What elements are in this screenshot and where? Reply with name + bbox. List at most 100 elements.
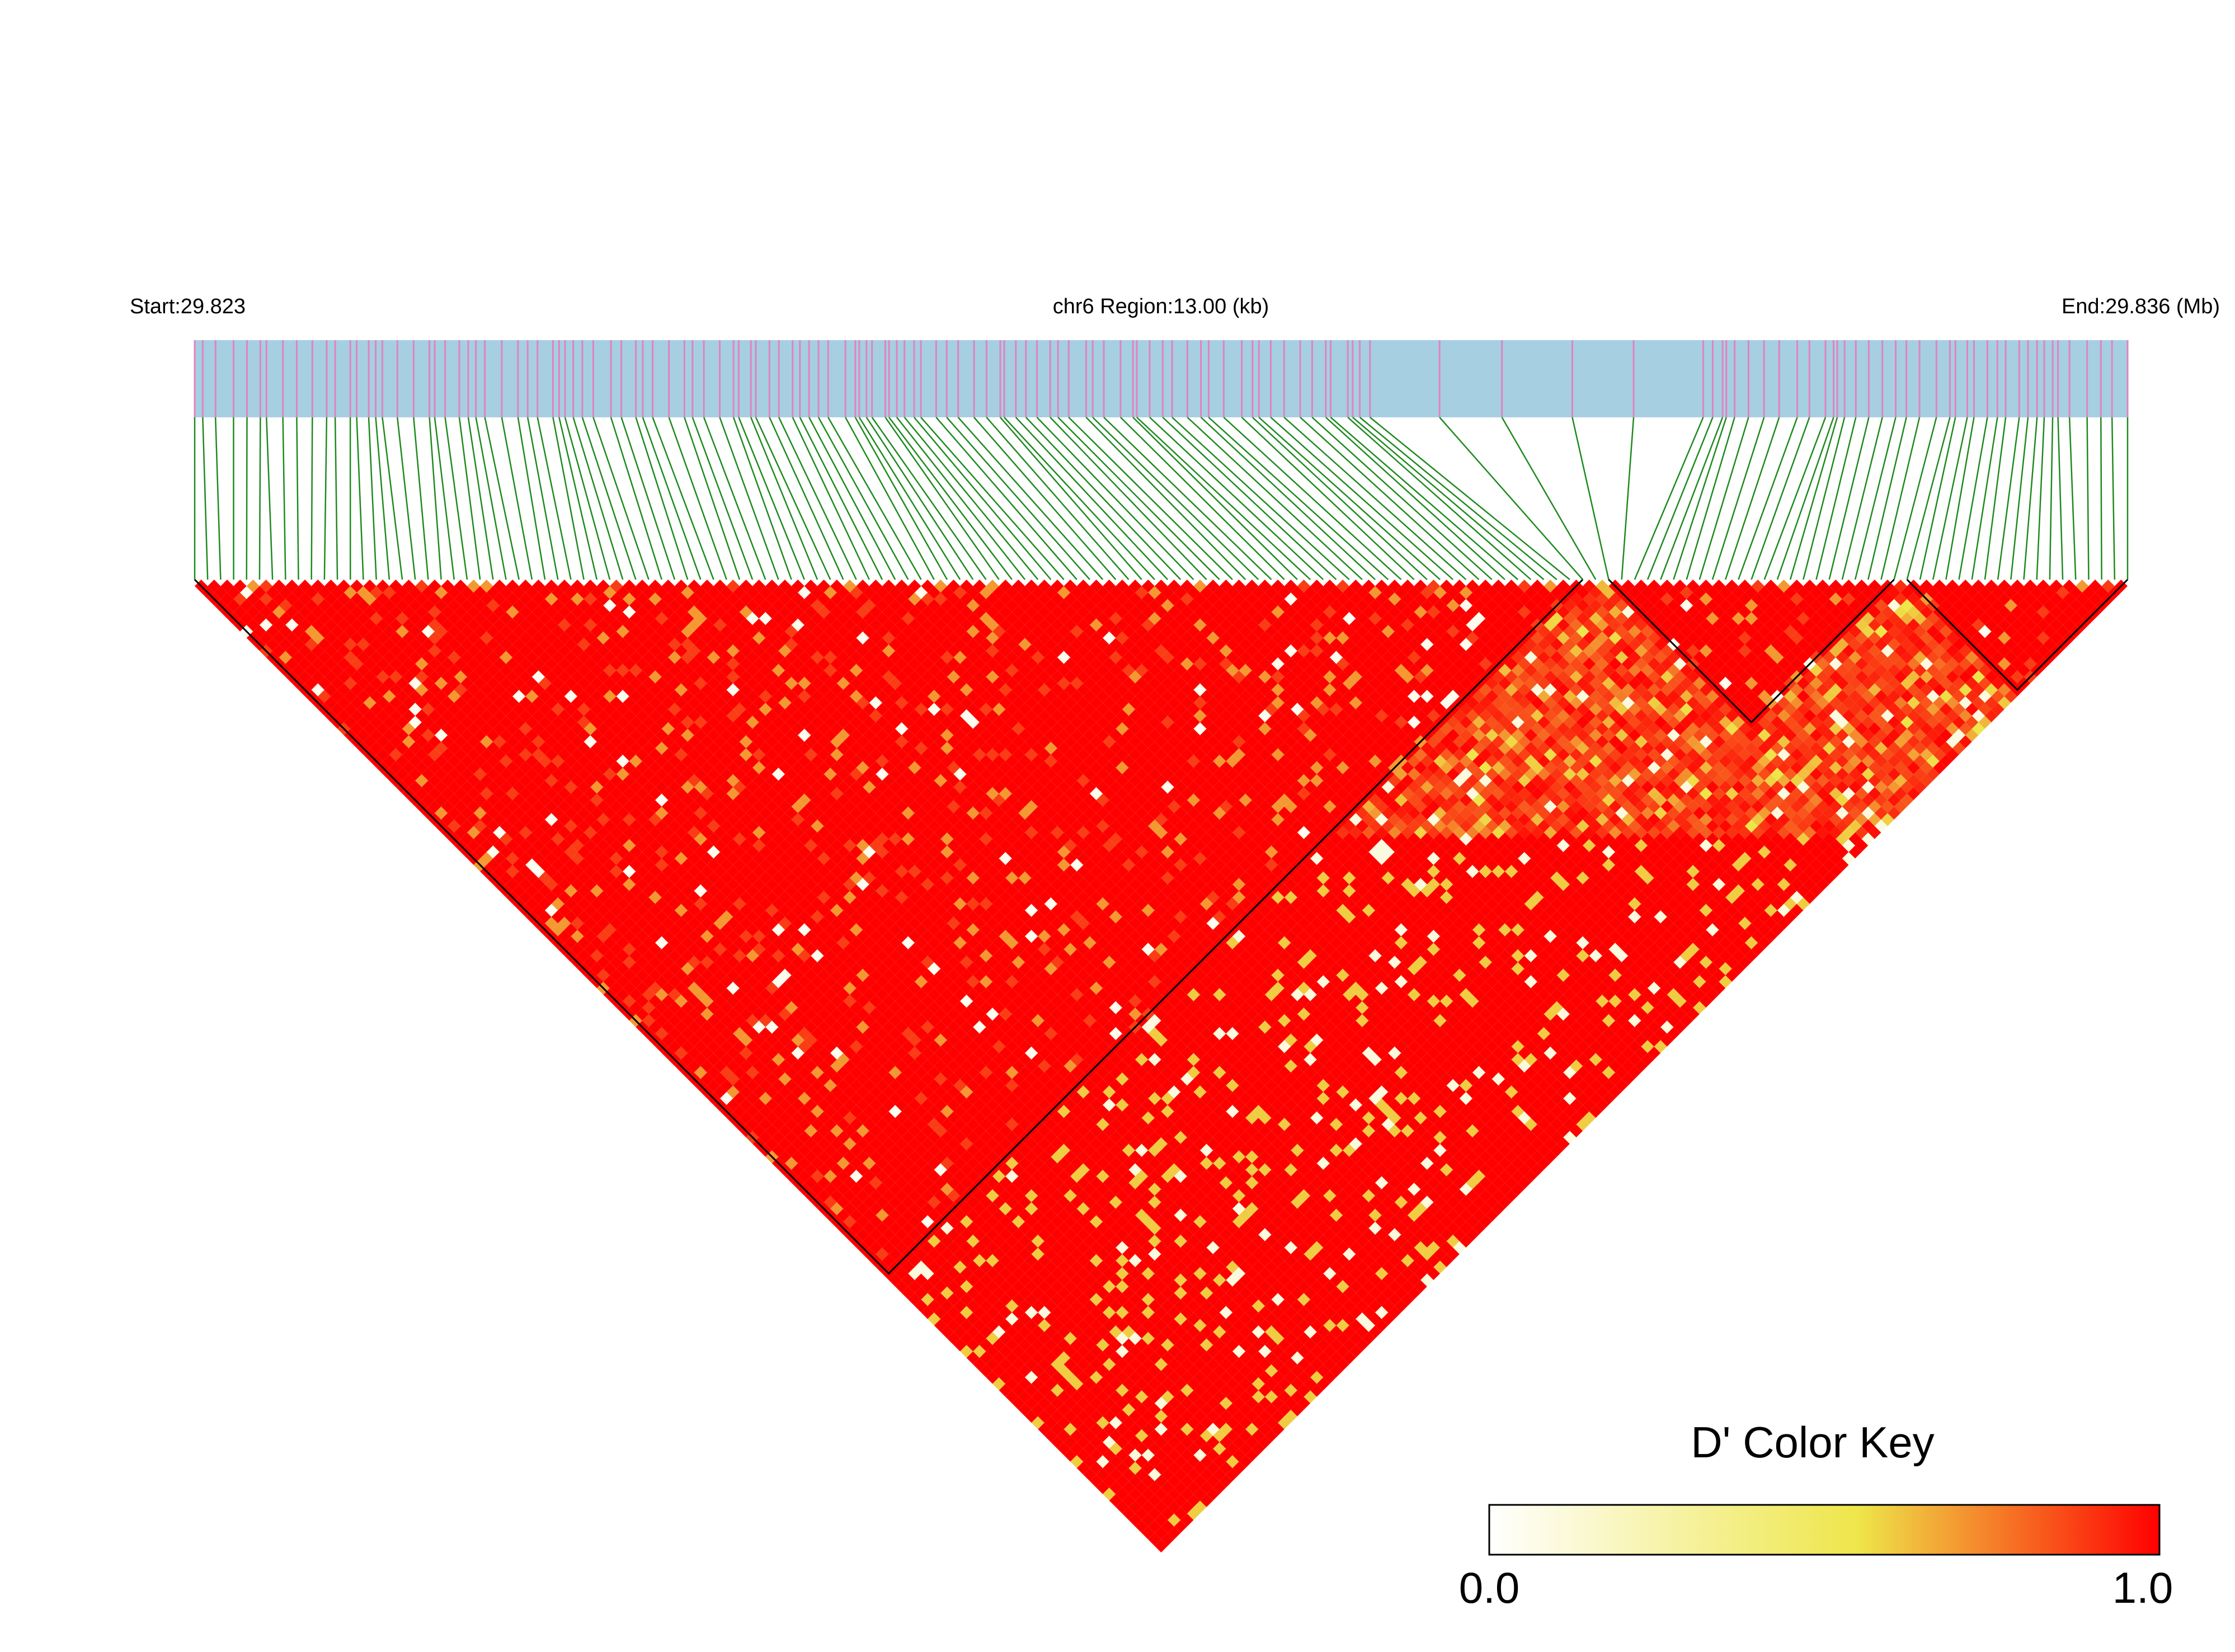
ld-cell (973, 1345, 986, 1358)
ld-cell (1174, 1494, 1187, 1507)
snp-connector (552, 417, 585, 580)
ld-cell (856, 1137, 869, 1151)
ld-cell (856, 1228, 869, 1241)
ld-cell (726, 995, 740, 1008)
ld-cell (830, 1202, 844, 1216)
ld-cell (928, 1208, 941, 1222)
ld-cell (771, 1066, 785, 1079)
snp-connector (1501, 417, 1597, 580)
ld-cell (746, 962, 759, 976)
ld-cell (1219, 1461, 1233, 1475)
ld-cell (895, 1163, 909, 1176)
ld-cell (512, 728, 526, 742)
ld-cell (908, 1267, 921, 1281)
ld-cell (726, 1020, 740, 1034)
ld-cell (1005, 1299, 1019, 1313)
ld-cell (681, 1027, 694, 1041)
ld-cell (726, 956, 740, 969)
ld-cell (999, 1280, 1012, 1293)
ld-cell (798, 1156, 811, 1170)
ld-cell (940, 1325, 954, 1339)
ld-cell (700, 1072, 714, 1086)
ld-cell (610, 968, 623, 982)
ld-cell (863, 1208, 876, 1222)
ld-cell (895, 1202, 909, 1216)
ld-cell (986, 1345, 999, 1358)
ld-cell (610, 851, 623, 865)
ld-cell (350, 605, 364, 619)
ld-cell (1122, 1481, 1136, 1494)
ld-cell (1135, 1403, 1149, 1416)
snp-connector (1171, 417, 1350, 580)
ld-cell (305, 611, 318, 625)
ld-cell (337, 580, 351, 593)
ld-cell (493, 761, 506, 774)
ld-cell (953, 1260, 967, 1274)
ld-cell (1076, 1319, 1090, 1332)
ld-cell (700, 981, 714, 995)
ld-cell (318, 625, 331, 638)
ld-cell (681, 949, 694, 963)
ld-cell (1076, 1461, 1090, 1475)
ld-cell (1096, 1455, 1109, 1469)
ld-cell (771, 1105, 785, 1118)
ld-cell (1070, 1351, 1084, 1364)
ld-cell (1141, 1396, 1155, 1410)
ld-cell (590, 832, 604, 846)
ld-cell (1083, 1364, 1097, 1378)
ld-cell (901, 1260, 915, 1274)
ld-cell (512, 871, 526, 884)
ld-cell (914, 1183, 928, 1196)
ld-cell (1128, 1448, 1142, 1462)
snp-connector (1621, 417, 1635, 580)
snp-connector (1132, 417, 1298, 580)
ld-cell (525, 741, 539, 755)
ld-cell (1200, 1481, 1213, 1494)
ld-cell (564, 871, 578, 884)
ld-cell (940, 1221, 954, 1235)
ld-cell (1018, 1364, 1032, 1378)
ld-cell (434, 703, 448, 716)
ld-cell (538, 793, 552, 807)
ld-cell (233, 592, 247, 606)
ld-cell (947, 1228, 961, 1241)
snp-connector (2068, 417, 2077, 580)
ld-cell (266, 625, 279, 638)
ld-cell (1051, 1331, 1064, 1345)
ld-cell (558, 813, 571, 826)
ld-cell (337, 657, 351, 671)
ld-cell (389, 748, 403, 761)
ld-cell (480, 709, 493, 723)
ld-cell (992, 1260, 1006, 1274)
ld-cell (888, 1208, 902, 1222)
ld-cell (396, 703, 409, 716)
ld-cell (1018, 1403, 1032, 1416)
ld-cell (590, 884, 604, 898)
snp-connector (668, 417, 727, 580)
ld-cell (681, 910, 694, 924)
ld-cell (940, 1312, 954, 1326)
ld-cell (558, 916, 571, 930)
snp-connector (888, 417, 1013, 580)
ld-cell (953, 1234, 967, 1248)
ld-cell (305, 586, 318, 599)
ld-cell (512, 806, 526, 820)
ld-cell (966, 1221, 980, 1235)
ld-cell (538, 832, 552, 846)
ld-cell (1226, 1468, 1239, 1481)
ld-cell (914, 1273, 928, 1287)
ld-cell (798, 1040, 811, 1053)
ld-cell (681, 962, 694, 976)
ld-cell (331, 690, 344, 703)
ld-cell (973, 1202, 986, 1216)
snp-connector (1945, 417, 1975, 580)
ld-cell (441, 722, 454, 736)
ld-cell (973, 1306, 986, 1319)
snp-connector (356, 417, 364, 580)
snp-connector (1092, 417, 1259, 580)
ld-cell (331, 676, 344, 690)
ld-cell (499, 780, 513, 794)
ld-cell (882, 1176, 896, 1189)
ld-cell (467, 800, 481, 813)
snp-connector (368, 417, 377, 580)
